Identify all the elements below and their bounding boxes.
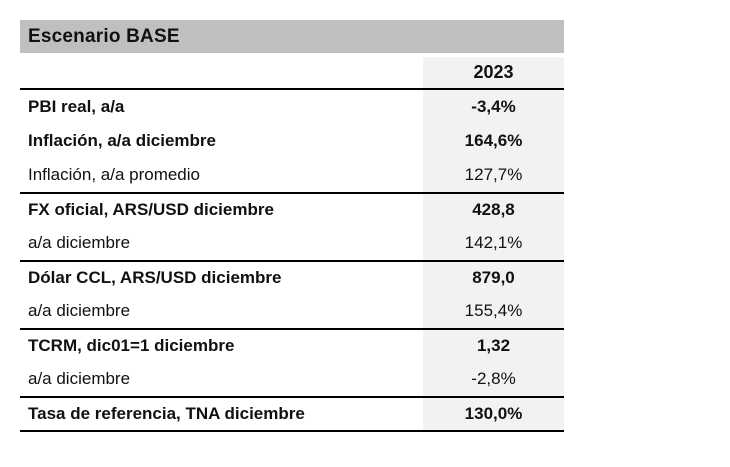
row-label: a/a diciembre bbox=[28, 233, 131, 252]
table-row: a/a diciembre -2,8% bbox=[20, 362, 564, 396]
scenario-table: Escenario BASE 2023 PBI real, a/a -3,4% … bbox=[20, 20, 564, 432]
header-spacer-cell bbox=[20, 57, 423, 88]
row-label: a/a diciembre bbox=[28, 369, 131, 388]
table-title: Escenario BASE bbox=[28, 25, 180, 47]
table-row: Tasa de referencia, TNA diciembre 130,0% bbox=[20, 396, 564, 430]
table-row: a/a diciembre 155,4% bbox=[20, 294, 564, 328]
table-row: FX oficial, ARS/USD diciembre 428,8 bbox=[20, 192, 564, 226]
table-row: PBI real, a/a -3,4% bbox=[20, 90, 564, 124]
row-value: 127,7% bbox=[423, 158, 564, 192]
title-gap bbox=[20, 53, 564, 57]
table-title-bar: Escenario BASE bbox=[20, 20, 564, 53]
row-label: TCRM, dic01=1 diciembre bbox=[28, 336, 235, 355]
column-header-2023: 2023 bbox=[423, 57, 564, 88]
row-label: PBI real, a/a bbox=[28, 97, 125, 116]
row-label: Inflación, a/a promedio bbox=[28, 165, 200, 184]
row-value: -3,4% bbox=[423, 90, 564, 124]
row-value: 164,6% bbox=[423, 124, 564, 158]
table-row: TCRM, dic01=1 diciembre 1,32 bbox=[20, 328, 564, 362]
row-label: Inflación, a/a diciembre bbox=[28, 131, 217, 150]
row-value: -2,8% bbox=[423, 362, 564, 396]
row-label: Dólar CCL, ARS/USD diciembre bbox=[28, 268, 282, 287]
row-label: FX oficial, ARS/USD diciembre bbox=[28, 200, 274, 219]
row-label: Tasa de referencia, TNA diciembre bbox=[28, 404, 305, 423]
row-label: a/a diciembre bbox=[28, 301, 131, 320]
table-body: PBI real, a/a -3,4% Inflación, a/a dicie… bbox=[20, 90, 564, 432]
row-value: 428,8 bbox=[423, 194, 564, 226]
row-value: 1,32 bbox=[423, 330, 564, 362]
row-value: 879,0 bbox=[423, 262, 564, 294]
table-header-row: 2023 bbox=[20, 57, 564, 90]
table-row: a/a diciembre 142,1% bbox=[20, 226, 564, 260]
table-row: Dólar CCL, ARS/USD diciembre 879,0 bbox=[20, 260, 564, 294]
table-row: Inflación, a/a promedio 127,7% bbox=[20, 158, 564, 192]
row-value: 155,4% bbox=[423, 294, 564, 328]
table-row: Inflación, a/a diciembre 164,6% bbox=[20, 124, 564, 158]
row-value: 130,0% bbox=[423, 398, 564, 430]
row-value: 142,1% bbox=[423, 226, 564, 260]
